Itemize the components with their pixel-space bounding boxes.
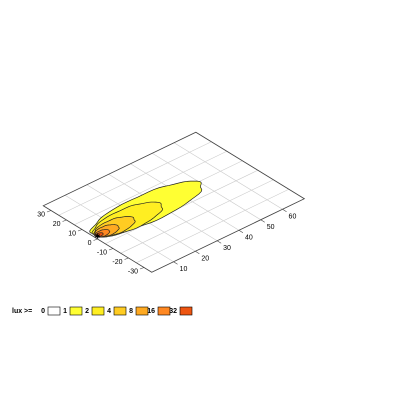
marker-layer: ✱ (95, 233, 101, 241)
grid-line-x (173, 142, 283, 210)
x-tick-label: 50 (267, 224, 275, 231)
y-tick-mark (93, 238, 98, 241)
legend-label: 0 (41, 308, 45, 315)
x-tick-mark (216, 240, 222, 244)
x-tick-label: 60 (289, 213, 297, 220)
legend: lux >= 0 1 2 4 8 16 32 (12, 306, 193, 316)
y-tick-label: -20 (112, 259, 122, 266)
grid-line-y (120, 179, 274, 254)
legend-label: 32 (169, 308, 177, 315)
x-tick-mark (195, 250, 200, 255)
legend-swatch (47, 306, 61, 316)
source-marker: ✱ (95, 233, 101, 241)
plot-frame (42, 131, 306, 273)
legend-swatch (91, 306, 105, 316)
legend-label: 16 (147, 308, 155, 315)
y-tick-mark (62, 219, 67, 222)
y-tick-label: 20 (53, 221, 61, 228)
x-tick-mark (238, 229, 244, 234)
legend-swatch (69, 306, 83, 316)
x-tick-label: 40 (245, 234, 253, 241)
y-tick-label: 10 (68, 231, 76, 238)
y-tick-mark (46, 210, 52, 213)
x-tick-label: 30 (223, 245, 231, 252)
legend-title: lux >= (12, 308, 32, 315)
y-tick-label: -10 (97, 250, 107, 257)
legend-swatch (157, 306, 171, 316)
y-tick-mark (77, 229, 83, 232)
contour-32 (95, 232, 104, 238)
axis-ticks: 10 20 30 40 50 60 30 20 10 0 -10 -20 -30 (37, 208, 297, 276)
y-tick-label: 0 (88, 240, 92, 247)
grid-line-y (74, 150, 227, 226)
grid-line-x (152, 152, 261, 221)
x-tick-label: 20 (201, 255, 209, 262)
y-tick-mark (124, 257, 129, 260)
y-tick-label: 30 (37, 212, 45, 219)
legend-swatch (135, 306, 149, 316)
y-tick-label: -30 (128, 269, 138, 276)
legend-label: 1 (63, 308, 67, 315)
legend-label: 8 (129, 308, 133, 315)
legend-label: 4 (107, 308, 111, 315)
legend-swatch (113, 306, 127, 316)
x-tick-mark (173, 261, 178, 265)
x-tick-label: 10 (180, 266, 188, 273)
legend-label: 2 (85, 308, 89, 315)
y-tick-mark (108, 248, 114, 251)
x-tick-mark (282, 208, 287, 213)
legend-swatch (179, 306, 193, 316)
contour-layer (89, 180, 203, 238)
x-tick-mark (260, 219, 265, 223)
y-tick-mark (139, 267, 145, 270)
grid-line-y (136, 188, 289, 264)
grid-line-y (58, 141, 212, 216)
